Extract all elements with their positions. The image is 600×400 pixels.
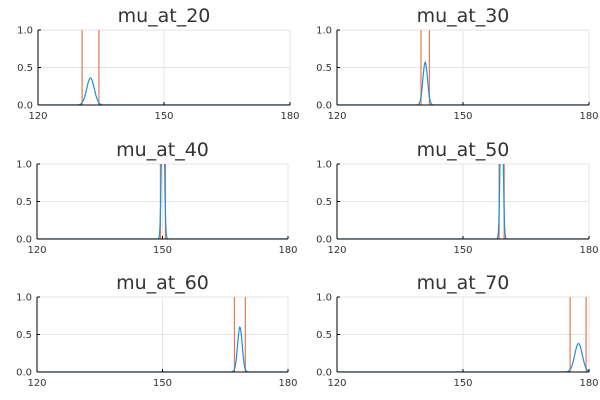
y-tick-label: 0.5 xyxy=(16,197,32,208)
x-tick-label: 120 xyxy=(327,378,346,389)
x-tick-label: 180 xyxy=(278,245,297,256)
subplot-title: mu_at_60 xyxy=(116,272,209,294)
density-curve xyxy=(37,326,288,372)
y-tick-label: 0.0 xyxy=(316,235,332,246)
y-tick-label: 0.0 xyxy=(316,368,332,379)
x-tick-label: 150 xyxy=(453,245,472,256)
subplot-6: 120 150 180 0.0 0.5 1.0 mu_at_70 xyxy=(316,272,598,389)
y-tick-label: 0.5 xyxy=(316,197,332,208)
subplot-5: 120 150 180 0.0 0.5 1.0 mu_at_60 xyxy=(16,272,297,389)
x-tick-label: 150 xyxy=(453,378,472,389)
subplot-title: mu_at_50 xyxy=(417,139,510,161)
subplot-title: mu_at_70 xyxy=(417,272,510,294)
y-tick-label: 1.0 xyxy=(17,26,33,37)
y-tick-label: 0.0 xyxy=(17,101,33,112)
y-tick-label: 0.5 xyxy=(17,63,33,74)
y-tick-label: 0.5 xyxy=(316,63,332,74)
subplot-3: 120 150 180 0.0 0.5 1.0 mu_at_40 xyxy=(16,139,297,256)
y-tick-label: 0.5 xyxy=(316,330,332,341)
subplot-title: mu_at_40 xyxy=(116,139,209,161)
x-tick-label: 180 xyxy=(278,378,297,389)
subplot-1: 120 150 180 0.0 0.5 1.0 mu_at_20 xyxy=(17,5,299,122)
x-tick-label: 120 xyxy=(327,111,346,122)
y-tick-label: 1.0 xyxy=(16,160,32,171)
x-tick-label: 120 xyxy=(28,111,47,122)
y-tick-label: 1.0 xyxy=(316,26,332,37)
x-tick-label: 180 xyxy=(579,378,598,389)
x-tick-label: 120 xyxy=(27,378,46,389)
subplot-4: 120 150 180 0.0 0.5 1.0 mu_at_50 xyxy=(316,139,598,256)
subplot-title: mu_at_30 xyxy=(417,5,510,27)
y-tick-label: 0.0 xyxy=(316,101,332,112)
x-tick-label: 120 xyxy=(27,245,46,256)
y-tick-label: 0.5 xyxy=(16,330,32,341)
x-tick-label: 150 xyxy=(453,111,472,122)
subplot-title: mu_at_20 xyxy=(118,5,211,27)
y-tick-label: 1.0 xyxy=(16,293,32,304)
x-tick-label: 180 xyxy=(579,111,598,122)
x-tick-label: 180 xyxy=(579,245,598,256)
x-tick-label: 120 xyxy=(327,245,346,256)
y-tick-label: 0.0 xyxy=(16,235,32,246)
y-tick-label: 1.0 xyxy=(316,293,332,304)
x-tick-label: 150 xyxy=(154,111,173,122)
x-tick-label: 150 xyxy=(153,378,172,389)
x-tick-label: 150 xyxy=(153,245,172,256)
subplot-2: 120 150 180 0.0 0.5 1.0 mu_at_30 xyxy=(316,5,598,122)
y-tick-label: 0.0 xyxy=(16,368,32,379)
x-tick-label: 180 xyxy=(280,111,299,122)
y-tick-label: 1.0 xyxy=(316,160,332,171)
density-curve xyxy=(38,77,290,105)
